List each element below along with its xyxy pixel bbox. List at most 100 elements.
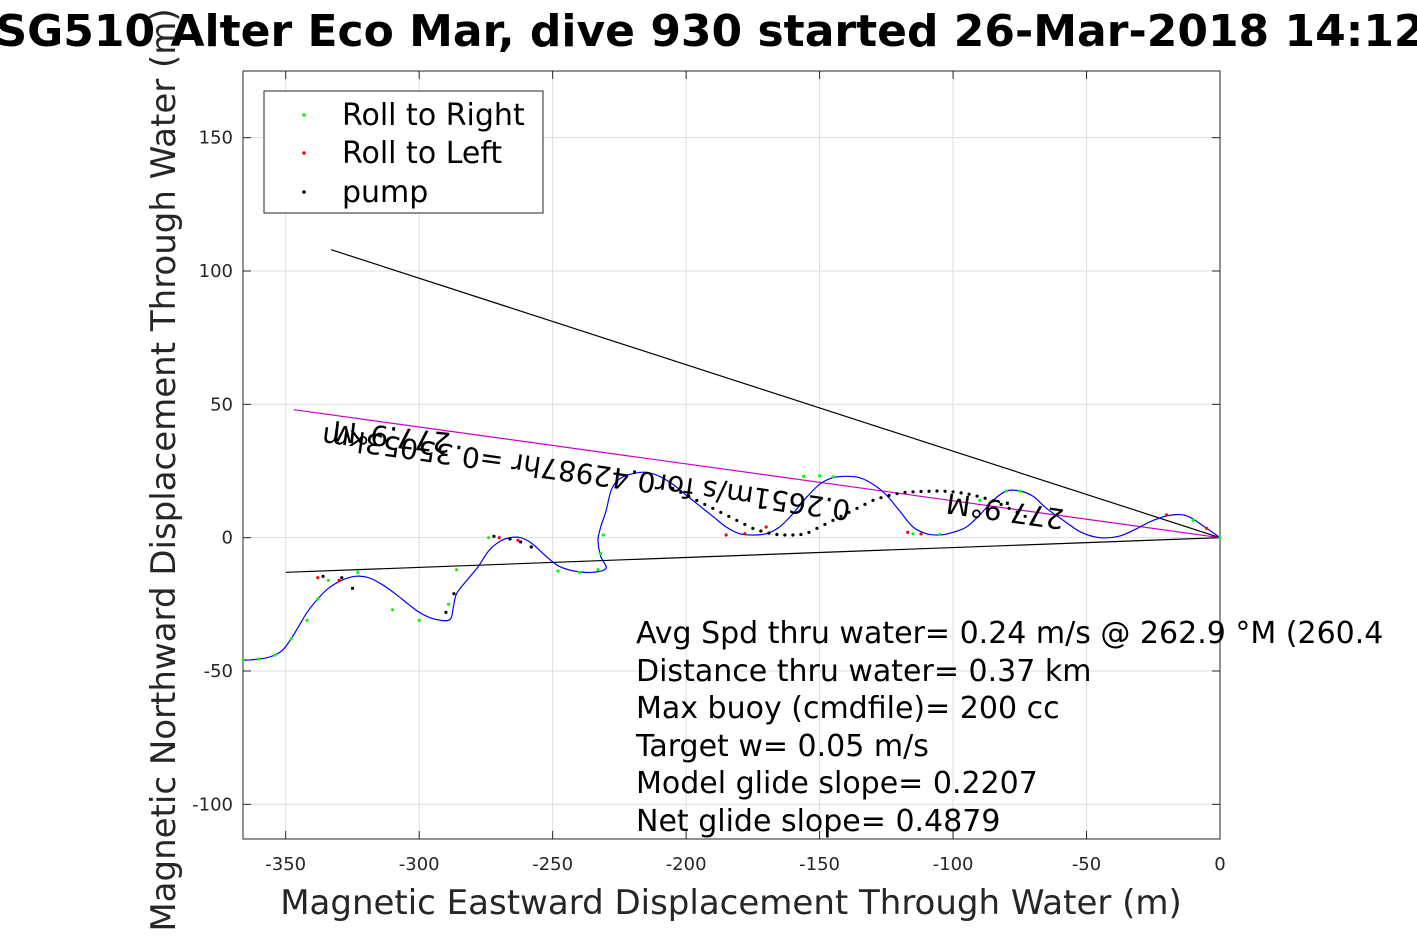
pump-marker <box>871 498 875 502</box>
roll-right-marker <box>417 618 421 622</box>
pump-marker <box>919 489 923 494</box>
pump-marker <box>927 489 931 493</box>
gridlines <box>243 71 1221 839</box>
x-tick-label: -350 <box>265 854 306 875</box>
legend-label-roll-left: Roll to Left <box>342 136 502 171</box>
roll-right-marker <box>390 608 395 612</box>
roll-right-marker <box>1191 518 1195 522</box>
roll-right-marker <box>831 475 835 479</box>
stats-line-net-glide: Net glide slope= 0.4879 <box>636 804 1000 839</box>
stats-line-avg-speed: Avg Spd thru water= 0.24 m/s @ 262.9 °M … <box>636 616 1383 651</box>
roll-right-marker <box>596 568 600 572</box>
roll-right-marker <box>316 597 320 601</box>
pump-marker <box>1015 510 1019 514</box>
roll-right-marker <box>599 552 603 556</box>
pump-marker <box>687 494 691 498</box>
reference-line-2 <box>293 409 1221 539</box>
chart-title: SG510 Alter Eco Mar, dive 930 started 26… <box>0 6 1417 57</box>
pump-marker <box>1023 514 1027 518</box>
pump-marker <box>863 502 867 506</box>
pump-marker <box>823 522 827 526</box>
roll-left-marker <box>743 532 747 536</box>
roll-right-marker <box>577 570 581 574</box>
pump-marker <box>743 522 747 526</box>
pump-marker <box>943 489 947 493</box>
roll-right-marker <box>257 657 261 661</box>
pump-marker <box>783 533 787 537</box>
pump-marker <box>895 492 899 496</box>
roll-right-marker <box>446 602 451 606</box>
roll-right-marker <box>356 570 360 574</box>
roll-right-marker <box>817 474 822 478</box>
pump-marker <box>508 537 512 541</box>
roll-left-marker <box>1165 513 1169 517</box>
pump-marker <box>999 502 1003 506</box>
pump-marker <box>759 529 763 533</box>
roll-right-marker <box>938 532 942 537</box>
pump-marker <box>847 510 851 514</box>
pump-marker <box>983 496 987 500</box>
pump-marker <box>1031 518 1035 522</box>
pump-marker <box>719 510 723 514</box>
pump-marker <box>935 489 939 493</box>
stats-line-target-w: Target w= 0.05 m/s <box>635 729 929 764</box>
roll-right-marker <box>273 653 277 657</box>
y-tick-label: -50 <box>204 661 233 682</box>
roll-right-marker <box>978 498 982 502</box>
roll-left-marker <box>497 536 501 540</box>
legend-box <box>263 90 544 214</box>
pump-marker <box>711 506 715 510</box>
legend-marker-pump <box>302 190 306 194</box>
x-axis-ticks: -350 -300 -250 -200 -150 -100 -50 0 <box>265 71 1226 875</box>
pump-marker <box>967 492 971 496</box>
reference-lines <box>285 249 1221 573</box>
pump-marker <box>839 514 843 518</box>
pump-marker <box>519 540 523 544</box>
legend-marker-roll-right <box>302 113 306 117</box>
pump-marker <box>887 493 891 498</box>
roll-left-marker <box>337 578 341 582</box>
pump-marker <box>679 490 683 494</box>
pump-marker <box>767 531 771 535</box>
roll-right-marker <box>289 637 293 641</box>
x-tick-label: -50 <box>1072 854 1101 875</box>
y-axis-ticks: 150 100 50 0 -50 -100 <box>192 128 1220 815</box>
plot-area-frame <box>242 70 1221 840</box>
pump-marker <box>751 526 755 530</box>
x-tick-label: -300 <box>399 854 440 875</box>
y-axis-label: Magnetic Northward Displacement Through … <box>144 8 184 931</box>
legend-label-pump: pump <box>342 175 428 210</box>
reference-line-1 <box>285 537 1221 573</box>
roll-right-marker <box>326 578 331 582</box>
legend-label-roll-right: Roll to Right <box>342 98 525 133</box>
y-tick-label: 50 <box>210 394 233 415</box>
roll-left-marker <box>724 533 728 537</box>
legend-marker-roll-left <box>302 151 306 155</box>
pump-marker <box>975 494 979 498</box>
roll-right-marker <box>601 533 605 537</box>
roll-left-marker <box>1205 526 1209 530</box>
roll-right-marker <box>556 569 560 573</box>
pump-marker <box>903 490 907 494</box>
x-tick-label: -150 <box>799 854 840 875</box>
pump-marker <box>695 498 699 502</box>
roll-right-marker <box>911 532 915 536</box>
stats-text-block: Avg Spd thru water= 0.24 m/s @ 262.9 °M … <box>635 616 1383 839</box>
reference-line-0 <box>330 249 1221 539</box>
pump-marker <box>671 486 675 490</box>
pump-marker <box>775 532 779 537</box>
pump-marker <box>727 514 731 518</box>
roll-right-marker <box>1004 489 1009 493</box>
pump-marker <box>807 530 811 534</box>
pump-marker <box>879 496 883 500</box>
roll-left-marker <box>316 576 320 580</box>
y-tick-label: 150 <box>199 128 233 149</box>
marker-series <box>241 474 1222 662</box>
pump-marker <box>911 490 915 494</box>
y-tick-label: -100 <box>192 794 233 815</box>
pump-marker <box>815 526 819 530</box>
x-tick-label: 0 <box>1214 854 1225 875</box>
roll-right-marker <box>1218 536 1222 540</box>
stats-line-model-glide: Model glide slope= 0.2207 <box>636 766 1038 801</box>
